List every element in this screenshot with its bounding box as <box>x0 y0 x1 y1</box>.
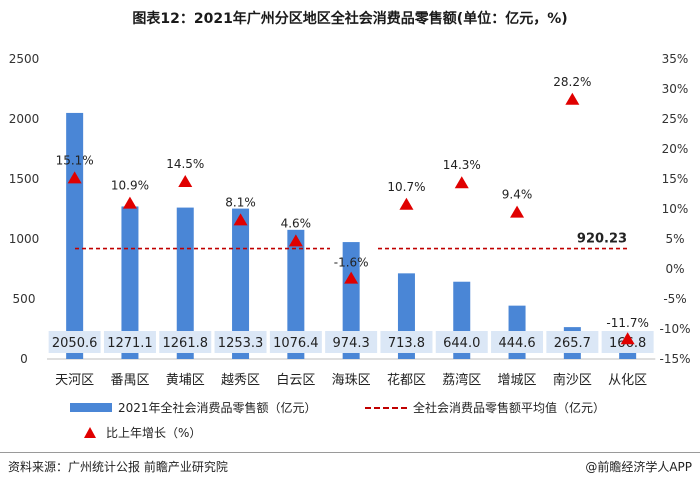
growth-label: 15.1% <box>56 153 94 167</box>
growth-label: -11.7% <box>606 316 648 330</box>
bar <box>66 112 84 359</box>
growth-marker <box>565 92 580 105</box>
category-label: 荔湾区 <box>442 372 481 388</box>
right-axis-tick-label: -10% <box>659 322 690 336</box>
right-axis-tick-label: 15% <box>662 172 689 186</box>
category-label: 白云区 <box>276 372 315 388</box>
growth-marker <box>67 171 82 184</box>
bar-value-label: 974.3 <box>333 336 370 351</box>
growth-marker <box>399 197 414 210</box>
category-label: 海珠区 <box>332 373 371 388</box>
category-label: 黄埔区 <box>166 373 205 388</box>
right-axis-tick-label: 30% <box>662 82 689 96</box>
legend-dash-swatch <box>365 406 407 409</box>
bar-value-label: 1261.8 <box>163 336 209 351</box>
bar-value-label: 265.7 <box>554 336 591 351</box>
growth-label: 9.4% <box>502 188 533 202</box>
growth-marker <box>344 271 359 284</box>
value-label-box <box>159 331 212 353</box>
value-label-box <box>435 331 488 353</box>
bar <box>176 207 194 359</box>
brand-credit: @前瞻经济学人APP <box>585 460 692 474</box>
value-label-box <box>380 331 433 353</box>
footer-divider <box>0 452 700 453</box>
value-label-box <box>103 331 156 353</box>
bar <box>121 206 139 359</box>
growth-label: 8.1% <box>225 195 256 209</box>
legend-label-growth: 比上年增长（%） <box>106 426 202 440</box>
legend-bar-swatch <box>70 403 112 412</box>
bar <box>232 208 250 359</box>
bar-value-label: 644.0 <box>443 336 480 351</box>
left-axis-tick-label: 1500 <box>9 172 40 186</box>
growth-label: 14.3% <box>443 158 481 172</box>
value-label-box <box>546 331 599 353</box>
category-label: 天河区 <box>55 373 94 388</box>
growth-marker <box>288 234 303 247</box>
left-axis-tick-label: 1000 <box>9 232 40 246</box>
left-axis-tick-label: 2500 <box>9 52 40 66</box>
value-label-box <box>491 331 544 353</box>
growth-marker <box>454 176 469 189</box>
value-label-box <box>48 331 101 353</box>
value-label-box <box>269 331 322 353</box>
growth-label: 28.2% <box>553 75 591 89</box>
bar <box>287 229 305 359</box>
bar-value-label: 713.8 <box>388 336 425 351</box>
value-label-box <box>325 331 378 353</box>
category-label: 越秀区 <box>221 373 260 388</box>
right-axis-tick-label: 10% <box>662 202 689 216</box>
chart-title: 图表12：2021年广州分区地区全社会消费品零售额(单位：亿元，%) <box>132 11 568 27</box>
left-axis-tick-label: 2000 <box>9 112 40 126</box>
growth-label: 10.7% <box>387 180 425 194</box>
legend-item-retail-sales: 2021年全社会消费品零售额（亿元） <box>70 399 317 416</box>
right-axis-tick-label: 20% <box>662 142 689 156</box>
bar-value-label: 1271.1 <box>107 336 153 351</box>
legend-item-average: 全社会消费品零售额平均值（亿元） <box>365 399 605 416</box>
growth-marker <box>122 196 137 209</box>
right-axis-tick-label: 0% <box>665 262 684 276</box>
growth-marker <box>178 175 193 187</box>
right-axis-tick-label: 25% <box>662 112 689 126</box>
right-axis-tick-label: -5% <box>663 292 686 306</box>
right-axis-tick-label: -15% <box>659 352 690 366</box>
growth-label: 4.6% <box>281 216 312 230</box>
average-value-label: 920.23 <box>577 232 627 247</box>
growth-marker <box>620 332 635 345</box>
growth-label: -1.6% <box>334 256 369 270</box>
growth-marker <box>233 213 248 226</box>
growth-label: 10.9% <box>111 179 149 193</box>
right-axis-tick-label: 35% <box>662 52 689 66</box>
left-axis-tick-label: 500 <box>13 292 36 306</box>
left-axis-tick-label: 0 <box>20 352 28 366</box>
legend-label-average: 全社会消费品零售额平均值（亿元） <box>413 401 606 415</box>
growth-marker <box>510 205 525 218</box>
bar <box>342 242 360 359</box>
right-axis-tick-label: 5% <box>665 232 684 246</box>
legend-item-growth: 比上年增长（%） <box>70 424 201 441</box>
bar-value-label: 444.6 <box>498 336 535 351</box>
category-label: 增城区 <box>498 373 537 388</box>
category-label: 番禺区 <box>110 373 149 388</box>
value-label-box <box>214 331 267 353</box>
bar-value-label: 1253.3 <box>218 336 264 351</box>
source-note: 资料来源：广州统计公报 前瞻产业研究院 <box>8 460 228 474</box>
legend-label-retail-sales: 2021年全社会消费品零售额（亿元） <box>118 401 317 415</box>
category-label: 花都区 <box>387 372 426 388</box>
category-label: 从化区 <box>608 373 647 388</box>
category-label: 南沙区 <box>553 372 592 388</box>
bar-value-label: 1076.4 <box>273 336 319 351</box>
legend-triangle-swatch <box>84 427 96 438</box>
bar-value-label: 2050.6 <box>52 336 98 351</box>
growth-label: 14.5% <box>166 157 204 171</box>
